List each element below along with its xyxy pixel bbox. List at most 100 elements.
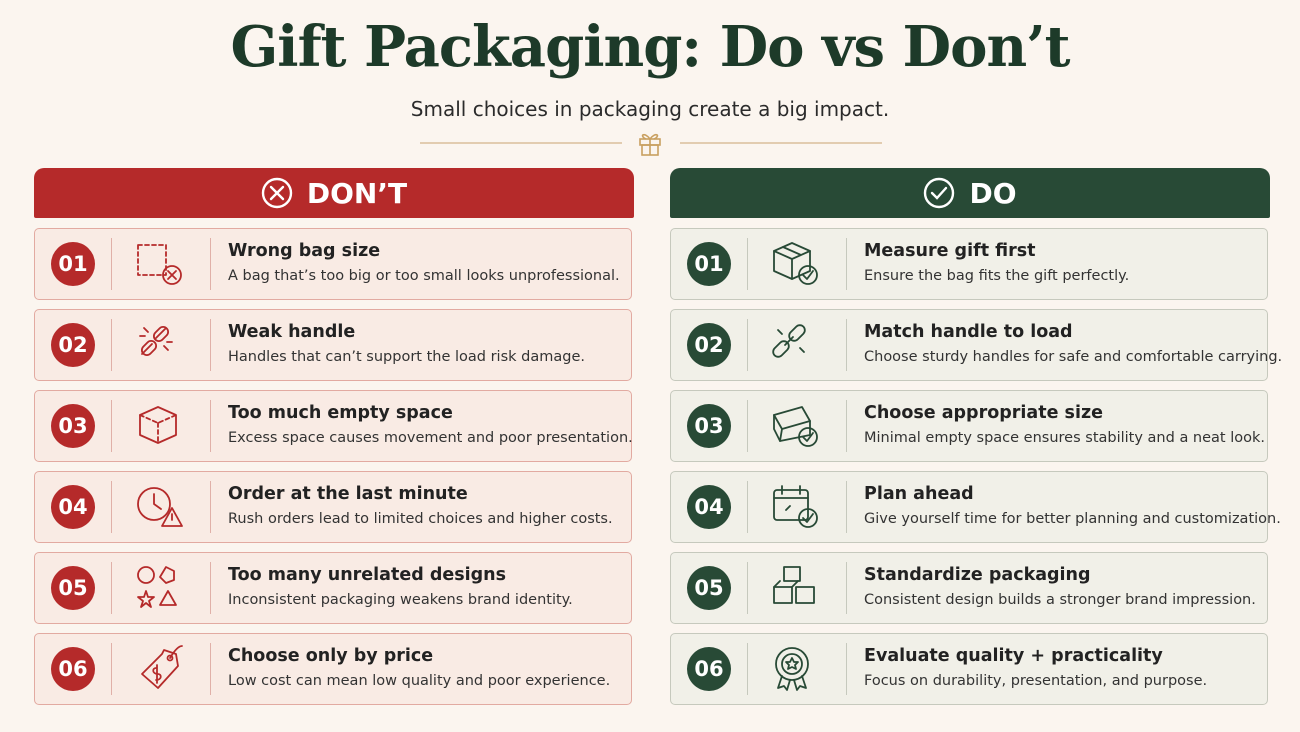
icon-part: [798, 508, 818, 528]
item-number: 03: [687, 404, 731, 448]
separator: [747, 481, 748, 533]
separator: [846, 238, 847, 290]
icon-part: [141, 645, 183, 689]
icon-part: [773, 580, 799, 588]
separator: [210, 400, 211, 452]
separator: [111, 562, 112, 614]
icon-part: [772, 324, 806, 358]
item-title: Match handle to load: [864, 322, 1073, 342]
item-text: A bag that’s too big or too small looks …: [228, 268, 620, 284]
icon-part: [137, 244, 182, 285]
icon-part: [159, 566, 175, 584]
item-number: 03: [51, 404, 95, 448]
icon-part: [137, 590, 155, 608]
item-title: Measure gift first: [864, 241, 1036, 261]
column-header: DON’T: [34, 168, 634, 218]
icon-part: [785, 657, 799, 670]
item-card: [34, 552, 632, 624]
icon-part: [641, 133, 659, 140]
item-text: Rush orders lead to limited choices and …: [228, 511, 613, 527]
icon-part: [773, 414, 811, 442]
icon-part: [137, 566, 177, 608]
icon-part: [141, 649, 179, 689]
icon-part: [139, 325, 173, 357]
item-card: [34, 390, 632, 462]
icon-part: [139, 406, 177, 444]
item-title: Choose only by price: [228, 646, 434, 666]
title: Gift Packaging: Do vs Don’t: [230, 14, 1070, 80]
separator: [111, 643, 112, 695]
item-text: Low cost can mean low quality and poor e…: [228, 673, 611, 689]
item-card: [34, 633, 632, 705]
item-title: Choose appropriate size: [864, 403, 1104, 423]
item-title: Wrong bag size: [228, 241, 381, 261]
icon-part: [141, 327, 167, 355]
item-card: [670, 552, 1268, 624]
column-label: DO: [969, 176, 1017, 210]
item-text: Give yourself time for better planning a…: [864, 511, 1281, 527]
icon-part: [773, 246, 811, 280]
icon-part: [169, 645, 183, 659]
icon-part: [153, 493, 162, 510]
column-label: DON’T: [306, 176, 408, 210]
separator: [846, 562, 847, 614]
item-number: 06: [51, 647, 95, 691]
separator: [846, 319, 847, 371]
icon-part: [773, 242, 818, 285]
separator: [210, 238, 211, 290]
separator: [210, 481, 211, 533]
icon-part: [166, 654, 174, 662]
icon-part: [137, 244, 182, 285]
item-number: 02: [51, 323, 95, 367]
item-number: 04: [51, 485, 95, 529]
icon-part: [167, 270, 177, 280]
item-text: Consistent design builds a stronger bran…: [864, 592, 1256, 608]
icon-part: [773, 406, 818, 447]
icon-part: [773, 406, 818, 447]
icon-part: [137, 487, 171, 521]
separator: [846, 481, 847, 533]
icon-part: [773, 485, 818, 528]
item-title: Evaluate quality + practicality: [864, 646, 1163, 666]
icon-part: [773, 485, 818, 528]
icon-part: [152, 664, 162, 684]
icon-part: [269, 185, 285, 201]
item-title: Weak handle: [228, 322, 356, 342]
item-number: 06: [687, 647, 731, 691]
icon-part: [924, 177, 955, 209]
icon-part: [137, 487, 183, 527]
separator: [747, 562, 748, 614]
item-card: [34, 228, 632, 300]
item-title: Too many unrelated designs: [228, 565, 507, 585]
icon-part: [159, 590, 177, 606]
item-number: 04: [687, 485, 731, 529]
separator: [747, 400, 748, 452]
icon-part: [773, 242, 811, 280]
divider: [420, 133, 882, 156]
item-card: [670, 309, 1268, 381]
separator: [111, 319, 112, 371]
icon-part: [924, 177, 955, 209]
subtitle: Small choices in packaging create a big …: [410, 97, 890, 121]
icon-part: [785, 505, 791, 511]
separator: [747, 238, 748, 290]
separator: [210, 319, 211, 371]
icon-part: [773, 485, 809, 499]
separator: [747, 643, 748, 695]
item-card: [34, 471, 632, 543]
icon-part: [139, 406, 177, 444]
separator: [747, 319, 748, 371]
icon-part: [162, 265, 182, 285]
icon-part: [773, 489, 809, 521]
icon-part: [772, 324, 806, 358]
icon-part: [802, 270, 814, 280]
icon-part: [783, 566, 801, 582]
item-text: Ensure the bag fits the gift perfectly.: [864, 268, 1130, 284]
item-text: Minimal empty space ensures stability an…: [864, 430, 1266, 446]
separator: [846, 400, 847, 452]
item-number: 02: [687, 323, 731, 367]
icon-part: [639, 133, 661, 156]
icon-part: [775, 647, 809, 691]
icon-part: [802, 513, 814, 523]
icon-part: [261, 177, 293, 209]
